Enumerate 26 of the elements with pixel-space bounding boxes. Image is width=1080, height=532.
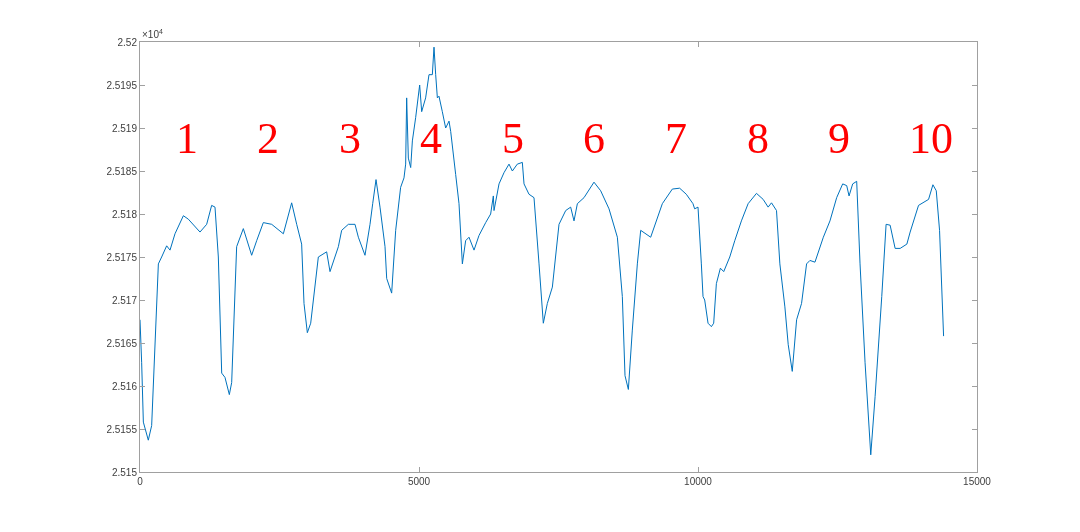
y-tick-label: 2.5185 bbox=[106, 165, 138, 177]
y-tick-label: 2.5195 bbox=[106, 79, 138, 91]
annotation: 1 bbox=[176, 114, 198, 163]
annotation: 3 bbox=[339, 114, 361, 163]
annotation: 4 bbox=[420, 114, 442, 163]
x-tick-label: 0 bbox=[137, 476, 144, 487]
annotation: 2 bbox=[257, 114, 279, 163]
y-tick-label: 2.5155 bbox=[106, 423, 138, 435]
y-tick-label: 2.5165 bbox=[106, 337, 138, 349]
annotation: 5 bbox=[502, 114, 524, 163]
x-tick-label: 5000 bbox=[407, 476, 431, 487]
x-tick-label: 10000 bbox=[684, 476, 713, 487]
annotation: 7 bbox=[665, 114, 687, 163]
y-tick-label: 2.519 bbox=[111, 122, 138, 134]
y-tick-label: 2.516 bbox=[111, 380, 138, 392]
y-tick-label: 2.517 bbox=[111, 294, 138, 306]
y-tick-label: 2.52 bbox=[117, 36, 138, 48]
y-tick-label: 2.515 bbox=[111, 466, 138, 478]
y-tick-label: 2.518 bbox=[111, 208, 138, 220]
annotation: 8 bbox=[747, 114, 769, 163]
annotation: 10 bbox=[909, 114, 953, 163]
x-tick-label: 15000 bbox=[963, 476, 992, 487]
y-tick-label: 2.5175 bbox=[106, 251, 138, 263]
annotation: 6 bbox=[583, 114, 605, 163]
annotation: 9 bbox=[828, 114, 850, 163]
text: ×10$^{4}$ bbox=[142, 28, 163, 41]
